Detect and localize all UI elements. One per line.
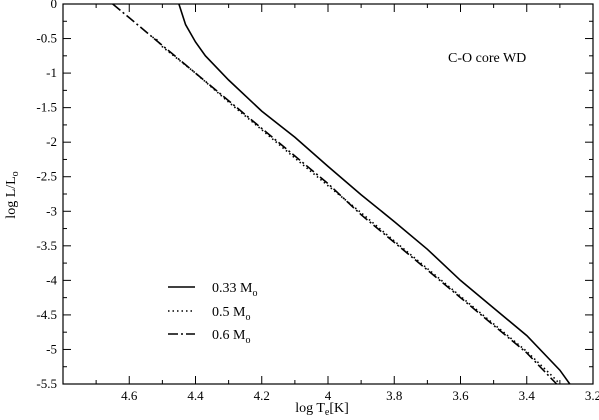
legend-label-1: 0.5 Mo — [212, 305, 250, 323]
y-axis-label-main: log L/L — [4, 176, 19, 218]
y-tick-label-5: -2.5 — [36, 169, 57, 184]
y-axis-label: log L/Lo — [4, 171, 21, 218]
legend-label-0: 0.33 Mo — [212, 281, 257, 299]
series-line-0 — [178, 3, 571, 385]
y-tick-label-0: 0 — [51, 0, 58, 11]
x-tick-label-2: 4.4 — [187, 388, 204, 403]
x-tick-label-5: 3.8 — [386, 388, 402, 403]
x-axis-label-sub: e — [325, 407, 330, 418]
x-tick-label-4: 4 — [325, 388, 332, 403]
y-tick-label-2: -1 — [46, 65, 57, 80]
x-axis-label: log Te[K] — [295, 401, 349, 418]
y-tick-label-10: -5 — [46, 341, 57, 356]
axis-ticks: 4.6 4.4 4.2 4 3.8 3.6 3.4 3.2 0 -0.5 -1 -1.5 -2 -2.5 -… — [36, 0, 599, 403]
legend-label-2: 0.6 Mo — [212, 328, 250, 346]
x-tick-label-7: 3.4 — [519, 388, 536, 403]
x-axis-label-tail: [K] — [329, 401, 348, 416]
y-tick-label-9: -4.5 — [36, 307, 57, 322]
series-line-2 — [112, 3, 558, 385]
x-axis-label-main: log T — [295, 401, 325, 416]
series-group — [112, 3, 571, 385]
x-tick-label-1: 4.6 — [121, 388, 138, 403]
x-tick-label-8: 3.2 — [585, 388, 599, 403]
y-axis-label-sub: o — [10, 171, 21, 176]
y-tick-label-8: -4 — [46, 272, 57, 287]
annotation: C-O core WD — [448, 51, 526, 66]
x-tick-label-6: 3.6 — [452, 388, 469, 403]
y-tick-label-3: -1.5 — [36, 100, 57, 115]
x-tick-label-3: 4.2 — [254, 388, 270, 403]
y-tick-label-1: -0.5 — [36, 31, 57, 46]
legend: 0.33 Mo 0.5 Mo 0.6 Mo — [168, 281, 257, 346]
y-tick-label-11: -5.5 — [36, 376, 57, 391]
y-tick-label-4: -2 — [46, 134, 57, 149]
y-tick-label-6: -3 — [46, 203, 57, 218]
y-tick-label-7: -3.5 — [36, 238, 57, 253]
